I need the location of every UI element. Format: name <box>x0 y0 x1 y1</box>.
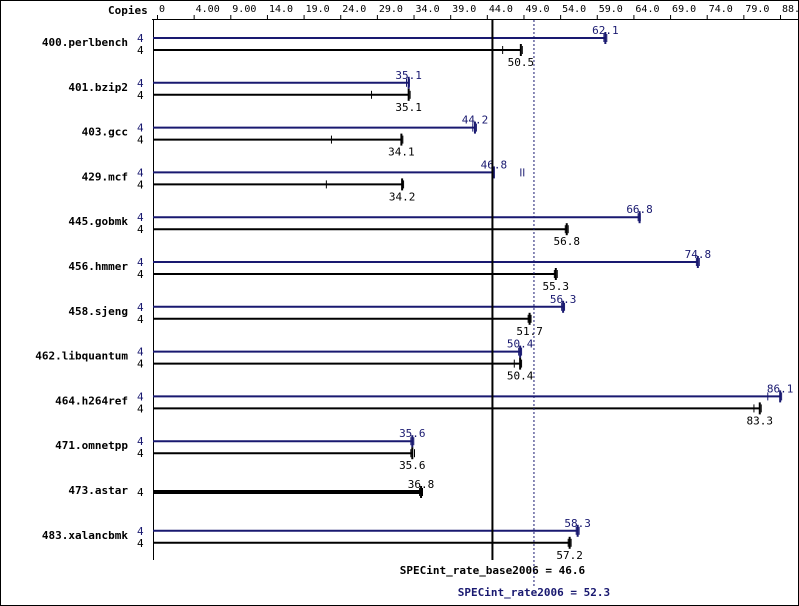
category-label: 473.astar <box>68 484 128 497</box>
data-label: 56.3 <box>550 293 577 306</box>
category-label: 456.hmmer <box>68 260 128 273</box>
category-label: 445.gobmk <box>68 215 128 228</box>
data-label: 34.1 <box>388 146 415 159</box>
data-label: 56.8 <box>553 235 580 248</box>
copies-value: 4 <box>137 346 144 359</box>
copies-value: 4 <box>137 32 144 45</box>
data-label: 35.6 <box>399 459 426 472</box>
copies-value: 4 <box>137 211 144 224</box>
copies-value: 4 <box>137 525 144 538</box>
category-label: 429.mcf <box>82 170 128 183</box>
copies-value: 4 <box>137 390 144 403</box>
x-tick-label: 24.0 <box>342 4 366 15</box>
row-456-hmmer: 456.hmmer 4 74.8 4 55.3 <box>68 248 711 293</box>
copies-value: 4 <box>137 122 144 135</box>
reference-lines: SPECint_rate_base2006 = 46.6 SPECint_rate… <box>400 20 610 599</box>
copies-value: 4 <box>137 77 144 90</box>
data-label: 50.4 <box>507 370 534 383</box>
x-tick-label: 79.0 <box>745 4 769 15</box>
copies-value: 4 <box>137 402 144 415</box>
row-464-h264ref: 464.h264ref 4 86.1 4 83.3 <box>55 382 793 427</box>
copies-value: 4 <box>137 435 144 448</box>
data-label: 35.6 <box>399 427 426 440</box>
category-label: 462.libquantum <box>35 350 128 363</box>
row-458-sjeng: 458.sjeng 4 56.3 4 51.7 <box>68 293 576 338</box>
category-label: 403.gcc <box>82 126 128 139</box>
row-429-mcf: 429.mcf 4 46.8 4 34.2 <box>82 158 525 203</box>
copies-value: 4 <box>137 358 144 371</box>
x-tick-label: 88.0 <box>782 4 799 15</box>
x-axis-ticks: 0 4.00 9.00 14.0 19.0 24.0 29.0 34.0 39.0 44.0 49.… <box>157 4 799 20</box>
copies-value: 4 <box>137 44 144 57</box>
copies-value: 4 <box>137 223 144 236</box>
x-tick-label: 69.0 <box>672 4 696 15</box>
copies-value: 4 <box>137 268 144 281</box>
category-label: 464.h264ref <box>55 394 128 407</box>
x-tick-label: 19.0 <box>306 4 330 15</box>
copies-value: 4 <box>137 301 144 314</box>
data-label: 86.1 <box>767 382 794 395</box>
x-tick-label: 34.0 <box>416 4 440 15</box>
data-label: 62.1 <box>592 24 619 37</box>
ref-line-label: SPECint_rate_base2006 = 46.6 <box>400 564 586 577</box>
x-tick-label: 4.00 <box>196 4 220 15</box>
copies-value: 4 <box>137 447 144 460</box>
copies-value: 4 <box>137 166 144 179</box>
row-403-gcc: 403.gcc 4 44.2 4 34.1 <box>82 114 489 159</box>
x-tick-label: 59.0 <box>599 4 623 15</box>
data-label: 34.2 <box>389 190 416 203</box>
data-label: 44.2 <box>462 114 489 127</box>
copies-value: 4 <box>137 178 144 191</box>
category-label: 400.perlbench <box>42 36 128 49</box>
x-tick-label: 9.00 <box>232 4 256 15</box>
data-label: 50.5 <box>508 56 535 69</box>
row-462-libquantum: 462.libquantum 4 50.4 4 50.4 <box>35 338 533 383</box>
copies-header: Copies <box>108 4 148 17</box>
data-label: 57.2 <box>556 549 583 562</box>
copies-value: 4 <box>137 486 144 499</box>
data-label: 46.8 <box>481 158 508 171</box>
x-tick-label: 64.0 <box>635 4 659 15</box>
x-tick-label: 44.0 <box>489 4 513 15</box>
category-label: 483.xalancbmk <box>42 529 128 542</box>
category-label: 458.sjeng <box>68 305 128 318</box>
row-471-omnetpp: 471.omnetpp 4 35.6 4 35.6 <box>55 427 425 472</box>
data-label: 55.3 <box>543 280 570 293</box>
benchmark-rows: 400.perlbench 4 62.1 4 50.5 401.bzip2 4 35.1 4 35… <box>35 24 793 562</box>
data-label: 35.1 <box>395 69 422 82</box>
x-tick-label: 29.0 <box>379 4 403 15</box>
data-label: 35.1 <box>395 101 422 114</box>
row-401-bzip2: 401.bzip2 4 35.1 4 35.1 <box>68 69 422 114</box>
data-label: 66.8 <box>626 203 653 216</box>
row-473-astar: 473.astar 4 36.8 <box>68 478 434 499</box>
x-tick-label: 74.0 <box>709 4 733 15</box>
data-label: 51.7 <box>516 325 543 338</box>
x-tick-label: 39.0 <box>452 4 476 15</box>
data-label: 83.3 <box>747 414 774 427</box>
x-tick-label: 14.0 <box>269 4 293 15</box>
category-label: 401.bzip2 <box>68 81 128 94</box>
x-tick-label: 0 <box>159 4 165 15</box>
copies-value: 4 <box>137 89 144 102</box>
ref-line-label: SPECint_rate2006 = 52.3 <box>458 586 610 599</box>
copies-value: 4 <box>137 134 144 147</box>
data-label: 74.8 <box>685 248 712 261</box>
copies-value: 4 <box>137 256 144 269</box>
category-label: 471.omnetpp <box>55 439 128 452</box>
data-label: 58.3 <box>564 517 591 530</box>
row-445-gobmk: 445.gobmk 4 66.8 4 56.8 <box>68 203 652 248</box>
data-label: 36.8 <box>408 478 435 491</box>
copies-value: 4 <box>137 313 144 326</box>
copies-value: 4 <box>137 537 144 550</box>
x-tick-label: 49.0 <box>525 4 549 15</box>
x-tick-label: 54.0 <box>562 4 586 15</box>
data-label: 50.4 <box>507 338 534 351</box>
row-483-xalancbmk: 483.xalancbmk 4 58.3 4 57.2 <box>42 517 591 562</box>
row-400-perlbench: 400.perlbench 4 62.1 4 50.5 <box>42 24 619 69</box>
